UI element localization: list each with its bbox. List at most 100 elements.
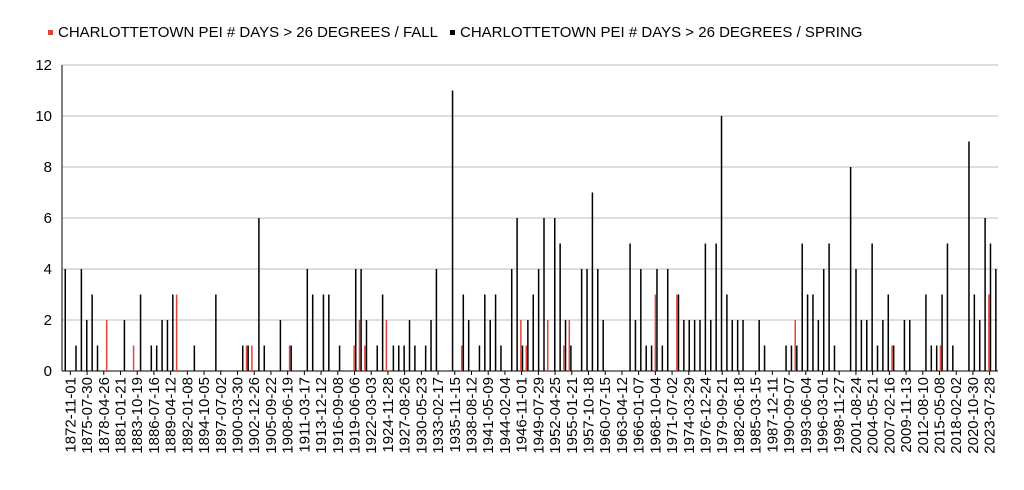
bar-spring [91, 294, 93, 371]
bar-spring [742, 320, 744, 371]
x-tick-label: 1930-05-23 [413, 377, 430, 454]
bar-spring [290, 345, 292, 371]
bar-spring [360, 269, 362, 371]
bar-spring [484, 294, 486, 371]
bar-fall [105, 320, 108, 371]
bar-spring [946, 243, 949, 371]
bar-fall [988, 294, 990, 371]
bar-fall [520, 320, 522, 371]
y-tick-label: 4 [44, 261, 52, 278]
bar-spring [909, 320, 911, 371]
bar-spring [995, 269, 997, 371]
bar-spring [973, 294, 976, 371]
x-tick-label: 1979-09-21 [714, 377, 731, 454]
bar-spring [543, 218, 545, 371]
bar-spring [952, 345, 954, 371]
x-tick-label: 1974-03-29 [681, 377, 698, 454]
bar-spring [166, 320, 169, 371]
x-tick-label: 1960-07-15 [597, 377, 614, 454]
x-tick-label: 1968-10-04 [647, 377, 664, 454]
x-tick-label: 1878-04-26 [96, 377, 113, 454]
bar-spring [935, 345, 938, 371]
bar-spring [354, 269, 357, 371]
bar-spring [984, 218, 986, 371]
bar-spring [968, 141, 970, 371]
bar-spring [849, 167, 852, 371]
bar-fall [353, 345, 355, 371]
bar-spring [467, 320, 470, 371]
bar-spring [279, 320, 282, 371]
bar-spring [887, 294, 890, 371]
bar-spring [941, 294, 943, 371]
bar-fall [288, 345, 291, 371]
x-tick-label: 1922-03-03 [363, 377, 380, 454]
y-tick-label: 12 [35, 57, 52, 74]
x-tick-label: 1966-01-07 [631, 377, 648, 454]
bar-spring [882, 320, 884, 371]
gridlines [62, 64, 998, 321]
bar-fall [794, 320, 796, 371]
x-axis-tick-labels: 1872-11-01 1875-07-30 1878-04-26 1881-01-21… [62, 377, 998, 454]
x-tick-label: 1935-11-15 [447, 377, 464, 453]
bar-fall [568, 320, 571, 371]
x-tick-label: 1927-08-26 [397, 377, 414, 454]
bar-fall [676, 294, 678, 371]
bar-spring [866, 320, 868, 371]
bar-spring [462, 294, 465, 371]
x-tick-label: 1905-09-22 [263, 377, 280, 454]
x-tick-label: 1883-10-19 [129, 377, 146, 454]
bar-spring [403, 345, 405, 371]
x-tick-label: 1957-10-18 [581, 377, 598, 454]
bar-fall [460, 345, 463, 371]
x-tick-label: 1911-03-17 [296, 377, 313, 453]
x-tick-label: 1990-09-07 [781, 377, 798, 454]
bar-spring [242, 345, 244, 371]
bar-spring [720, 116, 723, 371]
x-tick-label: 2001-08-24 [848, 377, 865, 454]
x-tick-label: 1949-07-29 [530, 377, 547, 454]
bar-spring [424, 345, 427, 371]
x-tick-label: 1993-06-04 [798, 377, 815, 454]
bar-spring [597, 269, 599, 371]
bar-spring [527, 320, 529, 371]
x-tick-label: 1963-04-12 [614, 377, 631, 454]
x-tick-label: 1996-03-01 [815, 377, 832, 454]
bar-spring [699, 320, 701, 371]
bar-fall [358, 320, 361, 371]
bar-spring [666, 269, 669, 371]
bar-spring [521, 345, 524, 371]
bar-spring [398, 345, 400, 371]
bar-spring [790, 345, 793, 371]
legend-swatch-spring [449, 29, 455, 35]
bar-spring [247, 345, 249, 371]
bar-spring [80, 269, 83, 371]
bar-spring [306, 269, 309, 371]
bar-spring [726, 294, 728, 371]
bar-spring [683, 320, 685, 371]
x-tick-label: 1913-12-12 [313, 377, 330, 454]
bar-spring [801, 243, 803, 371]
bar-spring [656, 269, 658, 371]
bar-spring [978, 320, 981, 371]
bar-spring [710, 320, 712, 371]
bar-spring [64, 269, 66, 371]
bar-spring [215, 294, 217, 371]
bar-spring [328, 294, 330, 371]
x-tick-label: 1971-07-02 [664, 377, 681, 454]
bar-fall [547, 320, 549, 371]
bar-fall [175, 294, 178, 371]
bar-spring [376, 345, 378, 371]
bar-spring [532, 294, 534, 371]
bar-spring [365, 320, 368, 371]
bar-spring [629, 243, 631, 371]
bar-fall [385, 320, 388, 371]
y-tick-label: 0 [44, 363, 52, 380]
bar-spring [451, 90, 454, 371]
bar-spring [806, 294, 809, 371]
bar-spring [763, 345, 766, 371]
bar-spring [96, 345, 99, 371]
bar-spring [554, 218, 556, 371]
bar-spring [876, 345, 879, 371]
bar-spring [172, 294, 174, 371]
